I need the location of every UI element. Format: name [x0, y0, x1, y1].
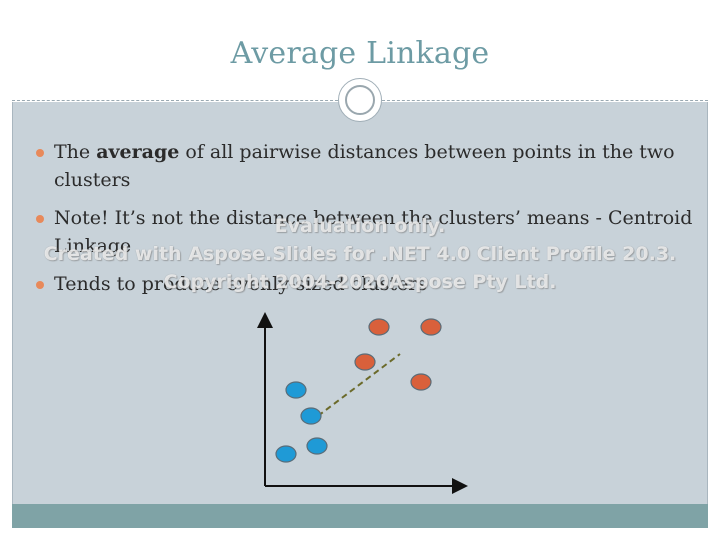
title-divider-left: [12, 100, 338, 101]
red-cluster-point: [354, 353, 376, 371]
bullet-item: Tends to produce evenly-sized clusters: [36, 270, 696, 298]
average-link-line: [309, 353, 401, 423]
bullet-text-bold: average: [96, 141, 180, 163]
blue-cluster-point: [275, 445, 297, 463]
blue-cluster-point: [306, 437, 328, 455]
circle-ornament-icon: [338, 78, 382, 122]
evaluation-watermark: Evaluation only. Created with Aspose.Sli…: [0, 212, 720, 296]
bullet-item: Note! It’s not the distance between the …: [36, 204, 696, 260]
bullet-list: The average of all pairwise distances be…: [36, 138, 696, 308]
slide-footer-bar: [12, 504, 708, 528]
circle-ornament-inner: [345, 85, 375, 115]
blue-cluster-point: [300, 407, 322, 425]
red-cluster-point: [410, 373, 432, 391]
bullet-item: The average of all pairwise distances be…: [36, 138, 696, 194]
watermark-line: Copyright 2004-2020Aspose Pty Ltd.: [163, 271, 557, 293]
title-divider-right: [382, 100, 708, 101]
bullet-text-pre: The: [54, 141, 97, 163]
blue-cluster-point: [285, 381, 307, 399]
slide-title: Average Linkage: [230, 36, 490, 71]
bullet-text-post: of all pairwise distances between points…: [54, 141, 675, 191]
watermark-line: Created with Aspose.Slides for .NET 4.0 …: [43, 243, 677, 265]
cluster-diagram: [257, 312, 468, 494]
red-cluster-point: [368, 318, 390, 336]
red-cluster-point: [420, 318, 442, 336]
watermark-line: Evaluation only.: [274, 215, 446, 237]
